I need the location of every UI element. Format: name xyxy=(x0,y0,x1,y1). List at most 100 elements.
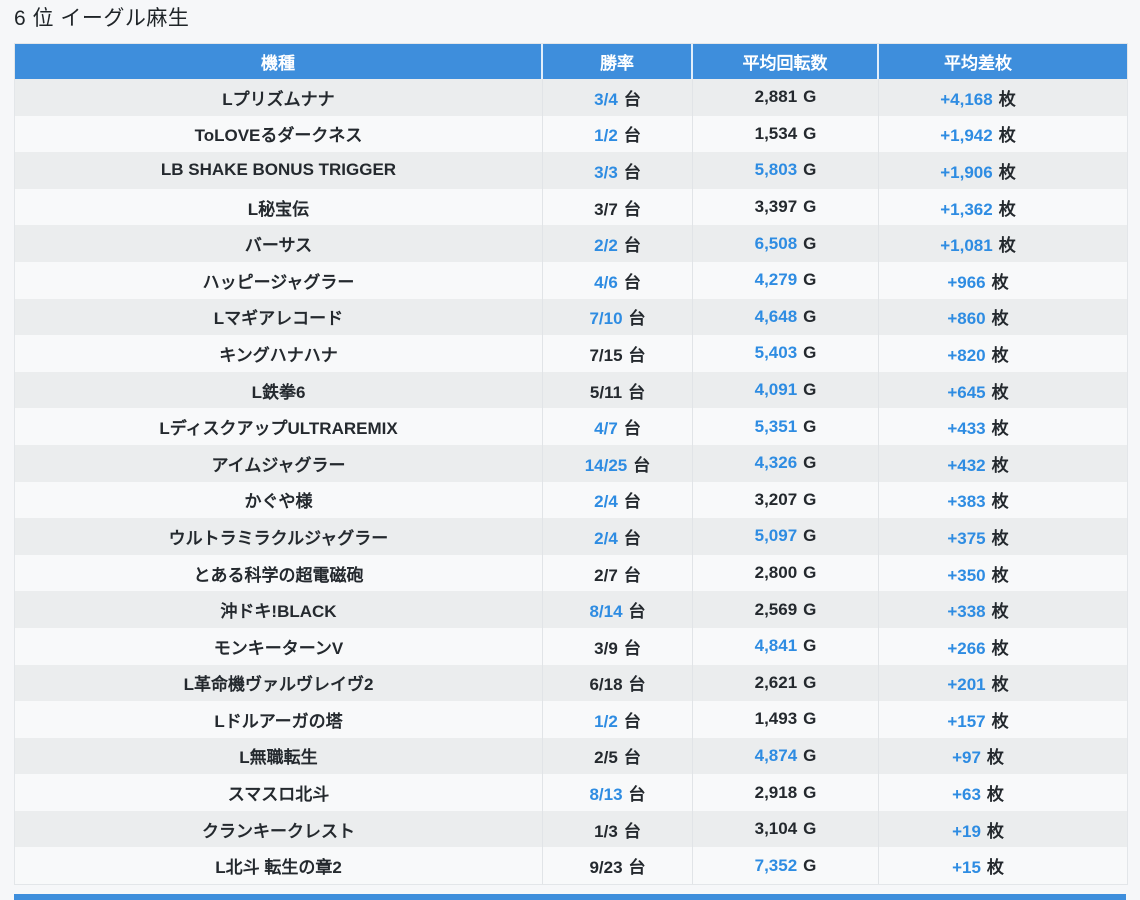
avg-diff-cell: +1,942 枚 xyxy=(879,115,1127,153)
table-row: LB SHAKE BONUS TRIGGER 3/3 台 5,803 G +1,906 枚 xyxy=(15,152,1127,189)
unit-label: 枚 xyxy=(991,711,1009,731)
value-text: L鉄拳6 xyxy=(251,382,306,402)
machine-name-cell: とある科学の超電磁砲 xyxy=(15,554,543,592)
win-rate-cell: 3/3 台 xyxy=(543,152,693,189)
win-rate-cell: 1/3 台 xyxy=(543,810,693,848)
unit-label: 枚 xyxy=(998,236,1016,256)
value-text: +266 xyxy=(947,638,986,658)
win-rate-cell: 14/25 台 xyxy=(543,444,693,482)
table-row: L革命機ヴァルヴレイヴ2 6/18 台 2,621 G +201 枚 xyxy=(15,664,1127,702)
value-text: +1,906 xyxy=(940,162,993,182)
win-rate-cell: 4/6 台 xyxy=(543,261,693,299)
unit-label: G xyxy=(803,782,817,802)
unit-label: G xyxy=(803,306,817,326)
unit-label: 枚 xyxy=(991,675,1009,695)
avg-diff-cell: +966 枚 xyxy=(879,261,1127,299)
value-text: +4,168 xyxy=(940,89,993,109)
avg-spins-cell: 1,534 G xyxy=(693,115,879,153)
unit-label: G xyxy=(803,87,817,107)
value-text: +201 xyxy=(947,675,986,695)
avg-spins-cell: 4,326 G xyxy=(693,444,879,482)
machine-name-cell: モンキーターンV xyxy=(15,627,543,665)
avg-spins-cell: 5,351 G xyxy=(693,408,879,445)
table-row: Lマギアレコード 7/10 台 4,648 G +860 枚 xyxy=(15,298,1127,336)
unit-label: G xyxy=(803,453,817,473)
unit-label: 枚 xyxy=(991,272,1009,292)
unit-label: 台 xyxy=(623,199,641,219)
machine-name-cell: Lプリズムナナ xyxy=(15,79,543,116)
avg-diff-cell: +15 枚 xyxy=(879,847,1127,885)
unit-label: 台 xyxy=(623,711,641,731)
value-text: 5,403 xyxy=(754,343,798,363)
value-text: Lマギアレコード xyxy=(213,309,344,329)
unit-label: 枚 xyxy=(991,309,1009,329)
unit-label: 枚 xyxy=(991,492,1009,512)
unit-label: 台 xyxy=(623,126,641,146)
win-rate-cell: 3/9 台 xyxy=(543,627,693,665)
win-rate-cell: 2/4 台 xyxy=(543,481,693,519)
table-row: モンキーターンV 3/9 台 4,841 G +266 枚 xyxy=(15,627,1127,665)
value-text: 2,918 xyxy=(754,782,798,802)
avg-diff-cell: +97 枚 xyxy=(879,737,1127,775)
avg-spins-cell: 1,493 G xyxy=(693,701,879,738)
machine-name-cell: L無職転生 xyxy=(15,737,543,775)
unit-label: G xyxy=(803,709,817,729)
machine-name-cell: スマスロ北斗 xyxy=(15,774,543,811)
value-text: 9/23 xyxy=(589,858,623,878)
value-text: +375 xyxy=(947,528,986,548)
value-text: 2,800 xyxy=(754,563,798,583)
value-text: 2,621 xyxy=(754,672,798,692)
avg-spins-cell: 5,803 G xyxy=(693,152,879,189)
unit-label: G xyxy=(803,563,817,583)
unit-label: 台 xyxy=(628,345,646,365)
table-header-row: 機種 勝率 平均回転数 平均差枚 xyxy=(15,44,1127,79)
table-row: Lプリズムナナ 3/4 台 2,881 G +4,168 枚 xyxy=(15,79,1127,116)
avg-diff-cell: +4,168 枚 xyxy=(879,79,1127,116)
table-row: クランキークレスト 1/3 台 3,104 G +19 枚 xyxy=(15,810,1127,848)
unit-label: 台 xyxy=(623,236,641,256)
value-text: LディスクアップULTRAREMIX xyxy=(159,419,398,439)
value-text: +63 xyxy=(952,785,981,805)
value-text: 2/4 xyxy=(594,492,618,512)
value-text: 4,648 xyxy=(754,306,798,326)
value-text: L北斗 転生の章2 xyxy=(215,858,342,878)
unit-label: 枚 xyxy=(986,748,1004,768)
value-text: 6/18 xyxy=(589,675,623,695)
column-header-win-rate: 勝率 xyxy=(543,44,693,79)
value-text: 5,097 xyxy=(754,526,798,546)
unit-label: 枚 xyxy=(991,455,1009,475)
value-text: +157 xyxy=(947,711,986,731)
unit-label: 台 xyxy=(628,858,646,878)
unit-label: G xyxy=(803,160,817,180)
value-text: +15 xyxy=(952,858,981,878)
unit-label: G xyxy=(803,745,817,765)
value-text: とある科学の超電磁砲 xyxy=(193,565,364,585)
win-rate-cell: 8/13 台 xyxy=(543,774,693,811)
table-row: Lドルアーガの塔 1/2 台 1,493 G +157 枚 xyxy=(15,701,1127,738)
machine-name-cell: L革命機ヴァルヴレイヴ2 xyxy=(15,664,543,702)
unit-label: 台 xyxy=(623,638,641,658)
machine-name-cell: キングハナハナ xyxy=(15,335,543,372)
value-text: 2/7 xyxy=(594,565,618,585)
value-text: +1,081 xyxy=(940,236,993,256)
win-rate-cell: 2/7 台 xyxy=(543,554,693,592)
value-text: +383 xyxy=(947,492,986,512)
avg-spins-cell: 4,648 G xyxy=(693,298,879,336)
machine-name-cell: かぐや様 xyxy=(15,481,543,519)
table-row: アイムジャグラー 14/25 台 4,326 G +432 枚 xyxy=(15,444,1127,482)
unit-label: 枚 xyxy=(998,162,1016,182)
unit-label: 台 xyxy=(623,492,641,512)
value-text: 5/11 xyxy=(589,382,623,402)
avg-spins-cell: 3,104 G xyxy=(693,810,879,848)
value-text: ハッピージャグラー xyxy=(202,272,355,292)
avg-spins-cell: 7,352 G xyxy=(693,847,879,885)
value-text: 4,091 xyxy=(754,380,798,400)
table-body: Lプリズムナナ 3/4 台 2,881 G +4,168 枚 ToLOVEるダークネス 1/2 台… xyxy=(15,79,1127,885)
avg-diff-cell: +820 枚 xyxy=(879,335,1127,372)
unit-label: 枚 xyxy=(991,638,1009,658)
avg-diff-cell: +266 枚 xyxy=(879,627,1127,665)
value-text: +820 xyxy=(947,345,986,365)
unit-label: 台 xyxy=(623,565,641,585)
value-text: +432 xyxy=(947,455,986,475)
value-text: 2,569 xyxy=(754,599,798,619)
